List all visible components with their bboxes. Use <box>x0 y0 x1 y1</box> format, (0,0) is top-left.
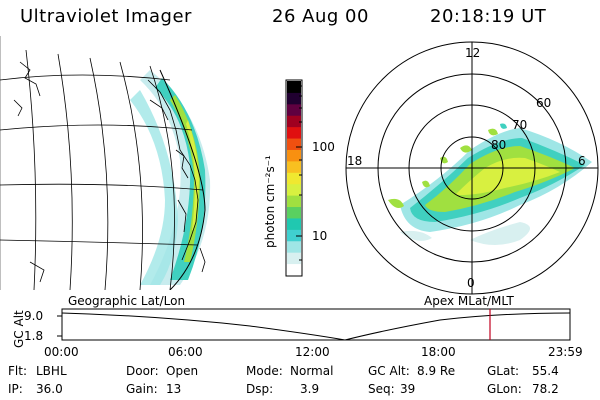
colorbar-segment <box>287 149 301 162</box>
geographic-map <box>0 36 211 290</box>
colorbar-segment <box>287 103 301 116</box>
status-mode-value: Normal <box>290 364 334 378</box>
colorbar-segment <box>287 252 301 265</box>
colorbar-tick-100: 100 <box>312 140 335 154</box>
colorbar-segment <box>287 115 301 128</box>
altitude-curve <box>61 312 571 341</box>
status-glat-label: GLat: <box>487 364 520 378</box>
mlt-label-18: 18 <box>347 154 363 168</box>
polar-plot <box>345 41 599 295</box>
colorbar-segment <box>287 229 301 242</box>
status-ip-label: IP: <box>8 382 23 396</box>
colorbar-segment <box>287 138 301 150</box>
status-gcalt-value: 8.9 Re <box>417 364 456 378</box>
polar-grid <box>345 41 599 295</box>
time-tick-2359: 23:59 <box>548 345 583 359</box>
colorbar-segment <box>287 240 301 253</box>
status-dsp-label: Dsp: <box>246 382 274 396</box>
lat-label-80: 80 <box>491 138 507 152</box>
colorbar-unit-label: photon cm⁻²s⁻¹ <box>263 155 277 248</box>
parallel-lines <box>0 74 204 246</box>
coastlines <box>13 61 206 283</box>
lat-label-70: 70 <box>512 118 528 132</box>
lat-label-60: 60 <box>536 96 552 110</box>
status-seq-value: 39 <box>400 382 416 396</box>
colorbar-gradient <box>287 81 301 276</box>
status-door-label: Door: <box>126 364 159 378</box>
colorbar-segment <box>287 206 301 219</box>
status-filter-label: Flt: <box>8 364 27 378</box>
colorbar-segment <box>287 92 301 105</box>
colorbar-segment <box>287 217 301 230</box>
mlt-label-12: 12 <box>465 46 481 60</box>
instrument-title: Ultraviolet Imager <box>20 6 192 27</box>
colorbar-segment <box>287 81 301 93</box>
colorbar-tick-10: 10 <box>312 229 328 243</box>
colorbar-segment <box>287 183 301 196</box>
mlt-label-0: 0 <box>467 276 475 290</box>
status-gain-value: 13 <box>166 382 182 396</box>
time-tick-0000: 00:00 <box>44 345 79 359</box>
time-tick-1800: 18:00 <box>421 345 456 359</box>
date-label: 26 Aug 00 <box>272 6 369 27</box>
status-gain-label: Gain: <box>126 382 158 396</box>
altitude-ytick-low: 1.8 <box>24 329 44 343</box>
status-ip-value: 36.0 <box>36 382 63 396</box>
status-gcalt-label: GC Alt: <box>368 364 410 378</box>
status-door-value: Open <box>166 364 199 378</box>
time-tick-0600: 06:00 <box>168 345 203 359</box>
geographic-caption: Geographic Lat/Lon <box>68 294 186 308</box>
colorbar-ticks <box>296 85 302 261</box>
colorbar-segment <box>287 263 301 276</box>
altitude-plot <box>57 308 571 341</box>
status-seq-label: Seq: <box>368 382 395 396</box>
colorbar-segment <box>287 195 301 208</box>
colorbar-segment <box>287 126 301 139</box>
time-label: 20:18:19 UT <box>430 6 547 27</box>
mlt-label-6: 6 <box>578 154 586 168</box>
altitude-ytick-high: 9.0 <box>24 309 44 323</box>
colorbar-segment <box>287 160 301 173</box>
colorbar <box>285 79 303 277</box>
status-filter-value: LBHL <box>36 364 67 378</box>
apex-caption: Apex MLat/MLT <box>424 294 514 308</box>
status-glon-label: GLon: <box>487 382 522 396</box>
status-dsp-value: 3.9 <box>300 382 320 396</box>
time-tick-1200: 12:00 <box>295 345 330 359</box>
status-glon-value: 78.2 <box>532 382 559 396</box>
aurora-emission-right <box>388 123 592 245</box>
status-glat-value: 55.4 <box>532 364 559 378</box>
colorbar-segment <box>287 172 301 185</box>
status-mode-label: Mode: <box>246 364 283 378</box>
